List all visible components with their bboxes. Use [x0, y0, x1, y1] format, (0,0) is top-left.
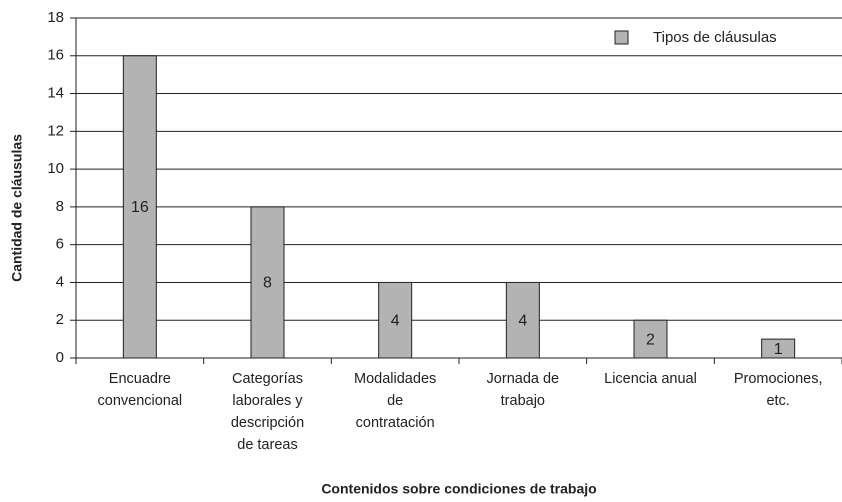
value-label: 4 — [391, 312, 400, 329]
bar — [378, 281, 413, 359]
y-tick-label: 16 — [47, 47, 64, 64]
x-tick-label-box: Jornada de trabajo — [486, 371, 560, 409]
legend-label: Tipos de cláusulas — [653, 29, 777, 46]
x-tick-label: Jornada de trabajo — [486, 371, 560, 409]
value-label: 4 — [518, 312, 527, 329]
x-tick-label-box: Categorías laborales y descripción de ta… — [230, 371, 305, 453]
bar — [505, 281, 540, 359]
y-tick-label: 0 — [56, 349, 64, 366]
bar — [122, 55, 157, 359]
x-axis-title: Contenidos sobre condiciones de trabajo — [321, 481, 596, 497]
y-tick-label: 12 — [47, 122, 64, 139]
x-tick-label-box: Licencia anual — [604, 371, 697, 387]
x-tick-label-box: Modalidades de contratación — [354, 371, 437, 431]
legend-swatch — [614, 30, 629, 45]
x-tick-label-box: Promociones, etc. — [733, 371, 823, 409]
x-tick-label: Categorías laborales y descripción de ta… — [230, 371, 305, 453]
x-tick-label: Promociones, etc. — [733, 371, 823, 409]
bar — [250, 206, 285, 359]
x-tick-label-box: Encuadre convencional — [97, 371, 183, 409]
x-tick-label: Encuadre convencional — [97, 371, 183, 409]
y-tick-label: 8 — [56, 198, 64, 215]
x-tick-label: Licencia anual — [604, 371, 697, 387]
y-axis-title: Cantidad de cláusulas — [9, 134, 25, 282]
bar — [633, 319, 668, 359]
y-tick-label: 10 — [47, 160, 64, 177]
y-tick-label: 2 — [56, 311, 64, 328]
y-tick-label: 18 — [47, 9, 64, 26]
value-label: 16 — [131, 199, 149, 216]
value-label: 1 — [774, 341, 783, 358]
value-label: 8 — [263, 275, 272, 292]
y-tick-label: 6 — [56, 236, 64, 253]
bar — [761, 338, 796, 359]
y-tick-label: 14 — [47, 85, 64, 102]
y-tick-label: 4 — [56, 273, 64, 290]
x-tick-label: Modalidades de contratación — [354, 371, 437, 431]
value-label: 2 — [646, 331, 655, 348]
